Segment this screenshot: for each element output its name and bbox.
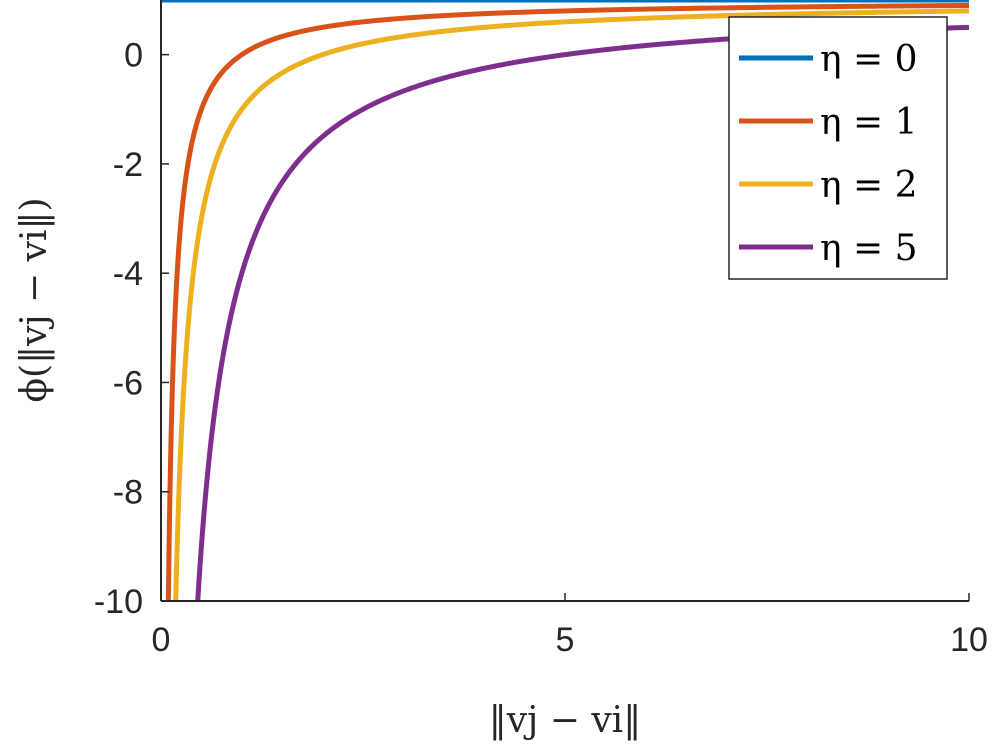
legend-label-2: η = 2 xyxy=(820,165,918,206)
legend-label-3: η = 5 xyxy=(820,228,918,269)
x-tick-label: 0 xyxy=(152,621,171,659)
series-layer xyxy=(161,0,969,601)
legend: η = 0 η = 1 η = 2 η = 5 xyxy=(728,16,948,280)
ticks: 0 5 10 -10 -8 -6 -4 -2 0 xyxy=(94,37,988,659)
y-tick-label: 0 xyxy=(124,37,143,75)
series-line-1 xyxy=(165,2,969,601)
legend-label-0: η = 0 xyxy=(820,39,918,80)
series-line-3 xyxy=(195,24,969,601)
x-axis-label: ‖vj − vi‖ xyxy=(489,700,641,741)
legend-box xyxy=(728,16,948,280)
y-tick-label: -4 xyxy=(113,255,143,293)
y-tick-label: -6 xyxy=(113,364,143,402)
y-tick-label: -8 xyxy=(113,474,143,512)
series-line-2 xyxy=(173,8,969,601)
x-tick-label: 10 xyxy=(950,621,988,659)
y-axis-label: ϕ(‖vj − vi‖) xyxy=(14,197,55,402)
y-tick-label: -10 xyxy=(94,583,143,621)
x-tick-label: 5 xyxy=(556,621,575,659)
legend-label-1: η = 1 xyxy=(820,102,918,143)
y-tick-label: -2 xyxy=(113,146,143,184)
